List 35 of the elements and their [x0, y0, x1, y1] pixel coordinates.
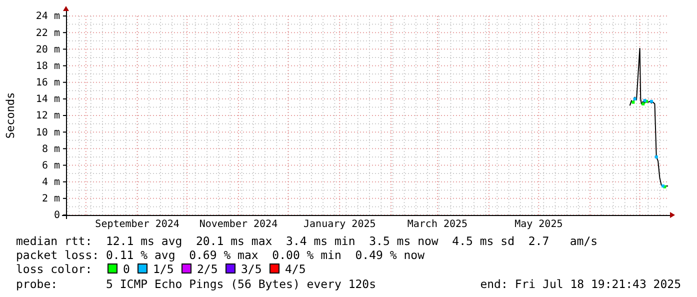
- x-tick-label: November 2024: [199, 219, 278, 230]
- point: [632, 100, 635, 104]
- legend-label: 2/5: [197, 262, 218, 276]
- legend-label: 0: [123, 262, 130, 276]
- y-tick-label: 16 m: [36, 78, 60, 89]
- y-tick-label: 22 m: [36, 28, 60, 39]
- y-tick-label: 4 m: [42, 177, 60, 188]
- y-tick-label: 0: [54, 210, 60, 222]
- y-tick-label: 14 m: [36, 94, 60, 106]
- y-tick-label: 18 m: [36, 60, 60, 72]
- legend-title: loss color:: [16, 262, 92, 276]
- y-tick-label: 8 m: [42, 144, 60, 155]
- x-tick-label: September 2024: [95, 219, 180, 230]
- y-tick-label: 6 m: [42, 160, 60, 172]
- legend-label: 1/5: [153, 262, 174, 276]
- y-tick-label: 12 m: [36, 110, 60, 122]
- point: [650, 100, 653, 103]
- x-tick-label: May 2025: [514, 219, 563, 230]
- y-tick-label: 2 m: [42, 194, 60, 205]
- point: [642, 102, 645, 106]
- y-tick-label: 24 m: [36, 11, 60, 22]
- x-tick-label: January 2025: [304, 219, 376, 230]
- text: probe: 5 ICMP Echo Pings (56 Bytes) every 120s: [16, 277, 376, 291]
- text: median rtt: 12.1 ms avg 20.1 ms max 3.4 ms min 3.5 ms now 4.5 ms sd 2.7 am/s: [16, 234, 598, 248]
- point: [633, 97, 636, 100]
- y-axis-title: Seconds: [4, 92, 17, 139]
- y-tick-label: 20 m: [36, 44, 60, 56]
- point: [654, 155, 658, 158]
- legend-label: 4/5: [285, 262, 306, 276]
- text: packet loss: 0.11 % avg 0.69 % max 0.00 % min 0.49 % now: [16, 248, 425, 262]
- y-tick-label: 10 m: [36, 127, 60, 138]
- x-tick-label: March 2025: [407, 219, 468, 230]
- legend-label: 3/5: [241, 262, 262, 276]
- line-series: [629, 48, 668, 188]
- text: end: Fri Jul 18 19:21:43 2025: [480, 277, 681, 291]
